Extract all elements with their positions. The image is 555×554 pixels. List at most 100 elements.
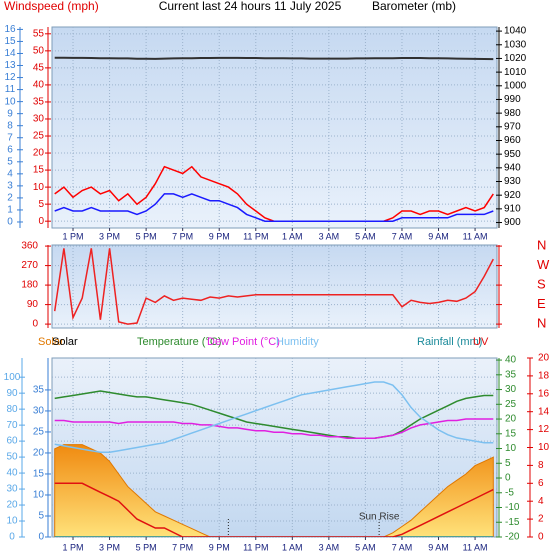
series-line bbox=[54, 56, 494, 61]
y-tick-label: 950 bbox=[504, 149, 521, 160]
y-tick-label: 90 bbox=[27, 299, 39, 310]
y-tick-label: 1 bbox=[7, 205, 13, 216]
y-tick-label: -20 bbox=[505, 532, 520, 543]
y-tick-label: E bbox=[537, 296, 546, 311]
legend-label: UV bbox=[473, 336, 489, 348]
y-tick-label: 2 bbox=[7, 193, 13, 204]
x-tick-label: 5 AM bbox=[355, 542, 376, 552]
y-tick-label: 10 bbox=[33, 490, 45, 501]
y-tick-label: 990 bbox=[504, 94, 521, 105]
y-tick-label: 3 bbox=[7, 181, 13, 192]
y-tick-label: 5 bbox=[38, 199, 44, 210]
y-tick-label: 900 bbox=[504, 217, 521, 228]
y-tick-label: 20 bbox=[33, 448, 45, 459]
y-tick-label: 960 bbox=[504, 135, 521, 146]
legend-label: Temperature (°C) bbox=[137, 336, 221, 348]
y-tick-label: 11 bbox=[5, 84, 16, 95]
series-line bbox=[53, 248, 494, 325]
plot-area bbox=[51, 26, 498, 229]
x-tick-label: 3 AM bbox=[319, 231, 340, 241]
y-tick-label: 70 bbox=[6, 420, 18, 431]
y-tick-label: 16 bbox=[4, 24, 16, 35]
annotation: Sun Rise bbox=[359, 512, 400, 523]
y-tick-label: 60 bbox=[6, 436, 18, 447]
y-tick-label: 14 bbox=[4, 48, 16, 59]
y-tick-label: 920 bbox=[504, 190, 521, 201]
x-tick-label: 7 PM bbox=[172, 231, 193, 241]
x-tick-label: 9 PM bbox=[209, 231, 230, 241]
y-tick-label: 0 bbox=[32, 319, 38, 330]
y-tick-label: 15 bbox=[4, 36, 16, 47]
y-tick-label: 15 bbox=[33, 165, 45, 176]
series-line bbox=[54, 418, 494, 439]
x-tick-label: 5 PM bbox=[136, 231, 157, 241]
y-tick-label: -15 bbox=[505, 517, 520, 528]
y-tick-label: 1020 bbox=[504, 53, 527, 64]
y-tick-label: 0 bbox=[38, 216, 44, 227]
y-tick-label: N bbox=[537, 316, 546, 331]
y-tick-label: 12 bbox=[4, 72, 16, 83]
y-tick-label: 9 bbox=[7, 108, 13, 119]
y-tick-label: 12 bbox=[538, 424, 550, 435]
y-tick-label: 16 bbox=[538, 388, 550, 399]
x-tick-label: 7 AM bbox=[392, 542, 413, 552]
x-tick-label: 5 PM bbox=[136, 542, 157, 552]
series-line bbox=[54, 482, 494, 537]
y-tick-label: N bbox=[537, 238, 546, 253]
y-tick-label: -10 bbox=[505, 502, 520, 513]
y-tick-label: 10 bbox=[33, 182, 45, 193]
y-tick-label: 1030 bbox=[504, 39, 527, 50]
y-tick-label: 0 bbox=[538, 532, 544, 543]
y-tick-label: 270 bbox=[21, 260, 38, 271]
x-tick-label: 3 AM bbox=[319, 542, 340, 552]
series-line bbox=[54, 381, 494, 454]
y-tick-label: 0 bbox=[9, 532, 15, 543]
y-tick-label: 0 bbox=[505, 473, 511, 484]
x-tick-label: 11 PM bbox=[243, 231, 268, 241]
y-tick-label: 80 bbox=[6, 404, 18, 415]
legend-label: Solar bbox=[38, 336, 64, 348]
y-tick-label: 25 bbox=[505, 399, 517, 410]
x-tick-label: 1 AM bbox=[282, 542, 303, 552]
y-tick-label: 35 bbox=[33, 385, 45, 396]
y-tick-label: 5 bbox=[505, 458, 511, 469]
y-tick-label: 1010 bbox=[504, 67, 527, 78]
x-tick-label: 7 AM bbox=[392, 231, 413, 241]
y-tick-label: S bbox=[537, 277, 546, 292]
y-tick-label: 2 bbox=[538, 514, 544, 525]
y-tick-label: 40 bbox=[505, 355, 517, 366]
y-tick-label: 100 bbox=[4, 372, 21, 383]
y-tick-label: 4 bbox=[7, 168, 13, 179]
y-tick-label: 180 bbox=[21, 280, 38, 291]
y-tick-label: 90 bbox=[6, 388, 18, 399]
area bbox=[54, 444, 494, 537]
y-tick-label: 970 bbox=[504, 121, 521, 132]
x-tick-label: 1 AM bbox=[282, 231, 303, 241]
y-tick-label: 0 bbox=[7, 217, 13, 228]
y-tick-label: 35 bbox=[33, 97, 45, 108]
y-tick-label: 7 bbox=[7, 132, 13, 143]
x-tick-label: 11 AM bbox=[463, 231, 488, 241]
y-tick-label: 25 bbox=[33, 131, 45, 142]
y-tick-label: W bbox=[537, 257, 550, 272]
y-tick-label: 940 bbox=[504, 162, 521, 173]
y2-axis-title: Barometer (mb) bbox=[372, 0, 456, 13]
legend-label: Solar bbox=[52, 336, 78, 348]
x-tick-label: 9 PM bbox=[209, 542, 230, 552]
plot-area bbox=[51, 244, 498, 329]
y-tick-label: 20 bbox=[538, 353, 550, 364]
x-tick-label: 9 AM bbox=[428, 231, 449, 241]
y-tick-label: 0 bbox=[38, 532, 44, 543]
y-tick-label: 8 bbox=[538, 460, 544, 471]
y-tick-label: 20 bbox=[33, 148, 45, 159]
y-tick-label: 5 bbox=[38, 511, 44, 522]
y-tick-label: 1040 bbox=[504, 26, 527, 37]
series-line bbox=[54, 193, 494, 222]
x-tick-label: 3 PM bbox=[99, 231, 120, 241]
y-tick-label: 10 bbox=[4, 96, 16, 107]
y-tick-label: 4 bbox=[538, 496, 544, 507]
legend-label: Rainfall (mm) bbox=[417, 336, 482, 348]
y-tick-label: 980 bbox=[504, 108, 521, 119]
y-tick-label: 50 bbox=[6, 452, 18, 463]
x-tick-label: 11 PM bbox=[243, 542, 268, 552]
